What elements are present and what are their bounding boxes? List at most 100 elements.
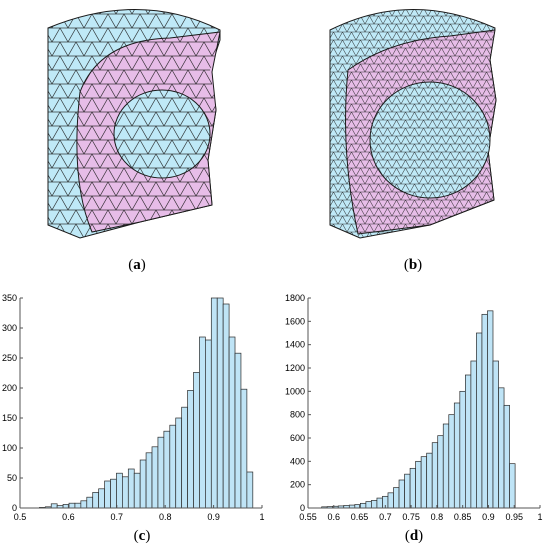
histogram-bar (151, 446, 159, 509)
y-tick-label: 0 (12, 503, 17, 513)
histogram-bar (193, 372, 200, 509)
histogram-bar (376, 497, 383, 509)
x-tick-label: 0.6 (328, 512, 341, 522)
y-tick-label: 250 (2, 353, 17, 363)
histogram-bar (393, 487, 400, 509)
y-tick-label: 1600 (285, 316, 305, 326)
histogram-bar (181, 406, 188, 509)
x-tick-label: 0.55 (299, 512, 317, 522)
histogram-bar (470, 360, 477, 509)
histogram-bar (409, 467, 416, 509)
histogram-bar (420, 456, 428, 509)
histogram-bar (359, 502, 367, 509)
x-tick-label: 0.75 (402, 512, 420, 522)
histogram-bar (476, 332, 483, 509)
mesh-figure-b (329, 9, 497, 239)
histogram-bar (415, 460, 422, 509)
y-tick-label: 400 (290, 456, 305, 466)
x-tick-label: 0.5 (14, 512, 27, 522)
histogram-bar (187, 390, 194, 509)
histogram-bar (431, 442, 439, 509)
histogram-bar (371, 500, 378, 509)
histogram-bar (139, 459, 147, 509)
histogram-bar (133, 472, 141, 509)
x-tick-label: 0.7 (111, 512, 124, 522)
histogram-bar (448, 414, 455, 509)
histogram-bar (169, 424, 177, 509)
histogram-bar (68, 502, 76, 509)
histogram-bar (404, 473, 411, 509)
histogram-bar (157, 436, 165, 509)
histogram-bar (487, 310, 494, 509)
histogram-bar (104, 480, 111, 509)
x-tick-label: 1 (537, 512, 542, 522)
y-tick-label: 150 (2, 413, 17, 423)
y-tick-label: 1400 (285, 340, 305, 350)
x-tick-label: 0.9 (482, 512, 495, 522)
x-tick-label: 0.85 (454, 512, 472, 522)
histogram-bar (503, 404, 510, 509)
histogram-bar (199, 336, 206, 509)
histogram-bar (116, 472, 123, 509)
histogram-bar (163, 430, 171, 509)
caption-b: (b) (403, 257, 423, 273)
histogram-bar (246, 471, 254, 509)
caption-a: (a) (128, 257, 146, 273)
histogram-bar (110, 478, 117, 509)
histogram-bar (453, 402, 461, 509)
x-tick-label: 0.95 (505, 512, 523, 522)
histogram-bar (145, 452, 153, 509)
histogram-bar (98, 488, 105, 509)
y-tick-label: 200 (2, 383, 17, 393)
histogram-bar (122, 476, 129, 509)
caption-d: (d) (404, 528, 424, 544)
x-tick-label: 0.7 (379, 512, 392, 522)
histogram-c: 0.5 0.6 0.7 0.8 0.9 1 0 50 100 150 200 250 300 350 (2, 293, 265, 522)
x-tick-label: 0.65 (351, 512, 369, 522)
x-tick-label: 0.8 (159, 512, 172, 522)
y-tick-label: 600 (290, 433, 305, 443)
histogram-bar (210, 297, 218, 509)
histogram-bar (80, 500, 88, 509)
y-tick-label: 350 (2, 293, 17, 303)
histogram-bar (228, 336, 236, 509)
histogram-d: 0.55 0.6 0.65 0.7 0.75 0.8 0.85 0.9 0.95 1 0 200 400… (285, 293, 543, 522)
histogram-bar (365, 501, 372, 509)
histogram-bar (426, 452, 433, 509)
x-tick-label: 0.8 (431, 512, 444, 522)
histogram-bar (492, 360, 499, 509)
histogram-bar (92, 492, 100, 509)
x-tick-label: 1 (259, 512, 264, 522)
y-tick-label: 1800 (285, 293, 305, 303)
y-tick-label: 300 (2, 323, 17, 333)
y-tick-label: 100 (2, 443, 17, 453)
histogram-bar (442, 423, 450, 509)
y-tick-label: 800 (290, 410, 305, 420)
x-tick-label: 0.9 (207, 512, 220, 522)
x-tick-label: 0.6 (62, 512, 75, 522)
histogram-bar (222, 303, 230, 509)
histogram-bar (86, 496, 94, 509)
histogram-bar (234, 352, 242, 509)
histogram-bar (498, 387, 505, 509)
histogram-bar (387, 492, 394, 509)
histogram-bar (216, 297, 224, 509)
mesh-figure-a (47, 9, 221, 239)
histogram-bar (205, 339, 212, 509)
y-tick-label: 1200 (285, 363, 305, 373)
y-tick-label: 50 (7, 473, 17, 483)
histogram-bar (437, 435, 444, 509)
histogram-bar (465, 374, 472, 509)
histogram-bar (74, 502, 82, 509)
histogram-bar (240, 388, 248, 509)
histogram-bar (509, 463, 516, 509)
y-tick-label: 1000 (285, 386, 305, 396)
histogram-bar (459, 390, 466, 509)
histogram-bar (175, 417, 183, 509)
histogram-bar (398, 479, 405, 509)
caption-c: (c) (133, 528, 151, 544)
y-tick-label: 0 (300, 503, 305, 513)
y-tick-label: 200 (290, 480, 305, 490)
histogram-bar (481, 313, 488, 509)
histogram-bar (127, 468, 135, 509)
